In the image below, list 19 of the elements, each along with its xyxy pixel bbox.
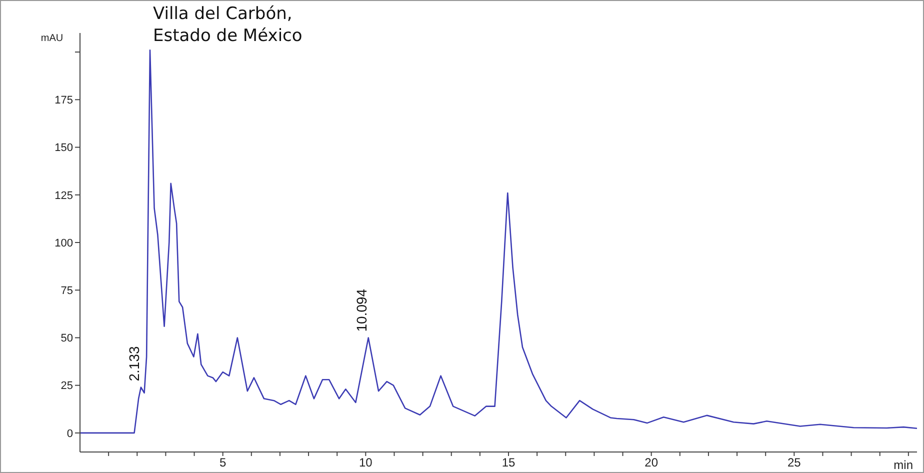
line-series [80,49,917,434]
y-axis-title: mAU [40,33,64,44]
y-tick-label: 125 [54,190,73,202]
annotation: 10.094 [353,288,370,332]
x-tick-label: 5 [219,456,226,470]
x-axis-title: min [894,458,913,472]
y-tick-label: 25 [60,380,73,392]
annotation: 2.133 [126,346,142,382]
x-tick-label: 25 [787,456,802,470]
y-tick-label: 100 [54,237,73,250]
y-tick-label: 175 [54,94,73,107]
chart-title: Villa del Carbón, Estado de México [153,3,304,47]
y-tick-label: 0 [66,428,73,440]
y-tick-label: 50 [60,332,73,345]
x-tick-label: 20 [644,456,658,470]
x-tick-label: 10 [358,456,373,470]
y-tick-label: 75 [60,285,73,298]
x-tick-label: 15 [502,456,516,470]
y-tick-label: 150 [54,142,73,154]
